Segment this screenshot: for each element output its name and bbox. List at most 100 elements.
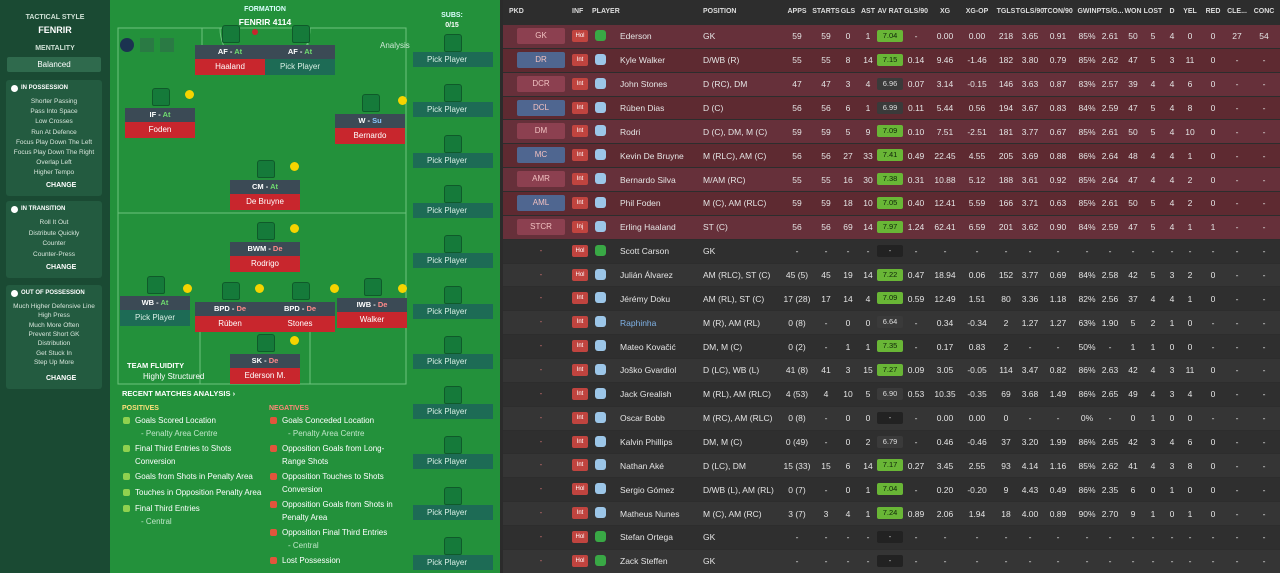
player-name[interactable]: Rodri xyxy=(620,126,641,137)
player-name[interactable]: John Stones xyxy=(620,79,668,90)
player-card[interactable]: CM - At De Bruyne xyxy=(230,180,300,211)
player-row[interactable]: - Int Joško Gvardiol D (LC), WB (L) 41 (8) 41… xyxy=(503,359,1280,382)
position-badge[interactable]: - xyxy=(539,412,543,422)
sub-slot[interactable]: Pick Player xyxy=(413,353,493,369)
player-name[interactable]: Erling Haaland xyxy=(620,222,676,233)
position-badge[interactable]: - xyxy=(539,269,543,279)
column-header[interactable]: WON xyxy=(1124,8,1142,15)
column-header[interactable]: AST xyxy=(861,8,875,15)
column-header[interactable]: LOST xyxy=(1143,8,1163,15)
player-name[interactable]: Scott Carson xyxy=(620,246,670,257)
sub-slot[interactable]: Pick Player xyxy=(413,102,493,118)
change-button[interactable]: CHANGE xyxy=(46,375,77,382)
player-name[interactable]: Kyle Walker xyxy=(620,55,666,66)
player-name[interactable]: Kevin De Bruyne xyxy=(620,150,684,161)
player-row[interactable]: - Int Jérémy Doku AM (RL), ST (C) 17 (28) 17 1… xyxy=(503,287,1280,311)
position-badge[interactable]: - xyxy=(539,436,543,446)
view-icon[interactable] xyxy=(120,38,134,52)
player-name[interactable]: Raphinha xyxy=(620,317,657,328)
player-name[interactable]: Joško Gvardiol xyxy=(620,365,677,376)
player-row[interactable]: - Hol Sergio Gómez D/WB (L), AM (RL) 0 (7) -0… xyxy=(503,478,1280,502)
player-name[interactable]: Sergio Gómez xyxy=(620,484,675,495)
player-row[interactable]: - Int Raphinha M (R), AM (RL) 0 (8) -0 0 6.64-0… xyxy=(503,311,1280,335)
position-badge[interactable]: - xyxy=(539,555,543,565)
player-row[interactable]: GK Hol Ederson GK 59 59 0 1 7.04- 0.00 0.00 218 3.65… xyxy=(503,25,1280,48)
player-name[interactable]: Jack Grealish xyxy=(620,389,672,400)
column-header[interactable]: XG-OP xyxy=(965,8,989,15)
player-row[interactable]: - Int Nathan Aké D (LC), DM 15 (33) 15 6 14 7.17… xyxy=(503,454,1280,478)
position-badge[interactable]: GK xyxy=(517,28,565,44)
change-button[interactable]: CHANGE xyxy=(46,182,77,189)
position-badge[interactable]: - xyxy=(539,365,543,375)
list-icon[interactable] xyxy=(160,38,174,52)
sub-slot[interactable]: Pick Player xyxy=(413,202,493,218)
position-badge[interactable]: - xyxy=(539,293,543,303)
player-name[interactable]: Rúben Dias xyxy=(620,103,665,113)
player-row[interactable]: - Hol Stefan Ortega GK - - - - - - - - - - - - - - - - - - - - xyxy=(503,526,1280,549)
player-row[interactable]: DCR Int John Stones D (RC), DM 47 47 3 4 6.96 0.0… xyxy=(503,72,1280,96)
player-name[interactable]: Ederson xyxy=(620,31,652,42)
style-name[interactable]: FENRIR xyxy=(38,25,72,35)
column-header[interactable]: PKD xyxy=(509,8,524,15)
player-name[interactable]: Julián Álvarez xyxy=(620,270,673,281)
stats-icon[interactable] xyxy=(140,38,154,52)
position-badge[interactable]: AMR xyxy=(517,171,565,188)
position-badge[interactable]: DCR xyxy=(517,75,565,92)
sub-slot[interactable]: Pick Player xyxy=(413,454,493,470)
player-name[interactable]: Zack Steffen xyxy=(620,556,668,567)
player-name[interactable]: Matheus Nunes xyxy=(620,508,680,519)
player-row[interactable]: - Int Kalvin Phillips DM, M (C) 0 (49) - 0 2 6.7… xyxy=(503,430,1280,454)
column-header[interactable]: XG xyxy=(939,8,951,15)
player-row[interactable]: AML Int Phil Foden M (C), AM (RLC) 59 59 18 10 7… xyxy=(503,192,1280,215)
sub-slot[interactable]: Pick Player xyxy=(413,555,493,570)
column-header[interactable]: GLS/90 xyxy=(903,8,929,15)
player-row[interactable]: - Int Mateo Kovačić DM, M (C) 0 (2) -1 1 7.35-0… xyxy=(503,335,1280,359)
sub-slot[interactable]: Pick Player xyxy=(413,404,493,420)
position-badge[interactable]: - xyxy=(539,388,543,398)
analysis-title[interactable]: RECENT MATCHES ANALYSIS › xyxy=(122,389,236,398)
player-card[interactable]: SK - De Ederson M. xyxy=(230,354,300,385)
player-row[interactable]: - Hol Julián Álvarez AM (RLC), ST (C) 45 (5)… xyxy=(503,263,1280,287)
column-header[interactable]: CONC xyxy=(1253,8,1275,15)
sub-slot[interactable]: Pick Player xyxy=(413,253,493,269)
column-header[interactable]: APPS xyxy=(787,8,807,15)
column-header[interactable]: YEL xyxy=(1183,8,1197,15)
player-card[interactable]: W - Su Bernardo xyxy=(335,114,405,145)
column-header[interactable]: STARTS xyxy=(812,8,840,15)
player-name[interactable]: Oscar Bobb xyxy=(620,413,665,424)
position-badge[interactable]: DCL xyxy=(517,99,565,116)
sub-slot[interactable]: Pick Player xyxy=(413,504,493,520)
player-card[interactable]: AF - At Pick Player xyxy=(265,45,335,76)
player-row[interactable]: AMR Int Bernardo Silva M/AM (RC) 55 55 16 30 7.3… xyxy=(503,168,1280,192)
player-row[interactable]: - Int Jack Grealish M (RL), AM (RLC) 4 (53) 4… xyxy=(503,382,1280,406)
change-button[interactable]: CHANGE xyxy=(46,264,77,271)
position-badge[interactable]: MC xyxy=(517,147,565,164)
player-row[interactable]: DR Int Kyle Walker D/WB (R) 55 55 8 14 7.15 0.14 9… xyxy=(503,48,1280,72)
column-header[interactable]: TGLS xyxy=(996,8,1016,15)
position-badge[interactable]: - xyxy=(539,245,543,255)
player-card[interactable]: AF - At Haaland xyxy=(195,45,265,76)
player-name[interactable]: Phil Foden xyxy=(620,198,661,209)
player-card[interactable]: WB - At Pick Player xyxy=(120,296,190,327)
position-badge[interactable]: AML xyxy=(517,195,565,212)
column-header[interactable]: PTS/G... xyxy=(1096,8,1124,15)
player-row[interactable]: DM Int Rodri D (C), DM, M (C) 59 59 5 9 7.09 0.10… xyxy=(503,120,1280,144)
player-card[interactable]: BPD - De Stones xyxy=(265,302,335,333)
formation-name[interactable]: FENRIR 4114 xyxy=(238,17,292,27)
position-badge[interactable]: DR xyxy=(517,51,565,68)
column-header[interactable]: AV RAT xyxy=(877,8,903,15)
position-badge[interactable]: - xyxy=(539,532,543,542)
player-name[interactable]: Stefan Ortega xyxy=(620,532,673,543)
player-name[interactable]: Mateo Kovačić xyxy=(620,341,676,352)
position-badge[interactable]: DM xyxy=(517,123,565,140)
column-header[interactable]: GWIN xyxy=(1077,8,1097,15)
column-header[interactable]: TCON/90 xyxy=(1043,8,1073,15)
player-name[interactable]: Bernardo Silva xyxy=(620,174,676,185)
column-header[interactable]: D xyxy=(1169,8,1175,15)
player-row[interactable]: STCR Inj Erling Haaland ST (C) 56 56 69 14 7.97 1… xyxy=(503,215,1280,239)
sub-slot[interactable]: Pick Player xyxy=(413,152,493,168)
player-name[interactable]: Jérémy Doku xyxy=(620,293,671,304)
player-row[interactable]: DCL Int Rúben Dias D (C) 56 56 6 1 6.99 0.11 5.44 0… xyxy=(503,96,1280,120)
player-row[interactable]: MC Int Kevin De Bruyne M (RLC), AM (C) 56 56 2… xyxy=(503,144,1280,168)
player-name[interactable]: Nathan Aké xyxy=(620,460,664,471)
